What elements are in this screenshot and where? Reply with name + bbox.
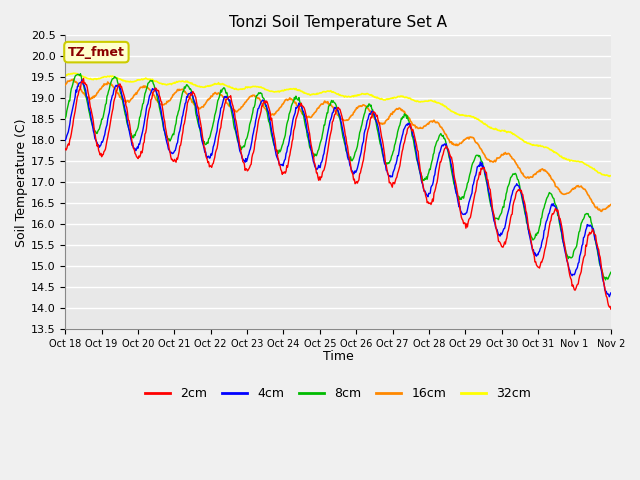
- 8cm: [421, 176, 429, 181]
- 32cm: [605, 174, 613, 180]
- 8cm: [184, 82, 191, 88]
- 16cm: [184, 92, 191, 97]
- Text: TZ_fmet: TZ_fmet: [68, 46, 125, 59]
- 4cm: [61, 137, 69, 143]
- 2cm: [128, 139, 136, 145]
- 2cm: [405, 124, 413, 130]
- 4cm: [607, 290, 614, 296]
- 8cm: [212, 107, 220, 113]
- 4cm: [128, 143, 136, 148]
- Line: 2cm: 2cm: [65, 79, 611, 309]
- Line: 32cm: 32cm: [65, 73, 611, 177]
- 8cm: [607, 269, 614, 275]
- 4cm: [212, 131, 220, 137]
- 8cm: [71, 73, 79, 79]
- 16cm: [128, 96, 136, 101]
- 32cm: [70, 71, 77, 76]
- 2cm: [71, 108, 79, 114]
- 16cm: [72, 79, 80, 84]
- 4cm: [184, 94, 191, 100]
- 32cm: [61, 72, 69, 78]
- Legend: 2cm, 4cm, 8cm, 16cm, 32cm: 2cm, 4cm, 8cm, 16cm, 32cm: [140, 383, 536, 406]
- X-axis label: Time: Time: [323, 350, 353, 363]
- 32cm: [212, 82, 220, 87]
- 2cm: [184, 100, 191, 106]
- Title: Tonzi Soil Temperature Set A: Tonzi Soil Temperature Set A: [229, 15, 447, 30]
- 4cm: [421, 188, 429, 194]
- Line: 16cm: 16cm: [65, 79, 611, 211]
- Line: 8cm: 8cm: [65, 74, 611, 280]
- 16cm: [421, 123, 429, 129]
- 4cm: [605, 294, 613, 300]
- Y-axis label: Soil Temperature (C): Soil Temperature (C): [15, 118, 28, 247]
- 8cm: [602, 277, 609, 283]
- 8cm: [405, 119, 413, 124]
- 16cm: [598, 208, 605, 214]
- 2cm: [61, 146, 69, 152]
- 32cm: [184, 78, 191, 84]
- 2cm: [79, 76, 87, 82]
- 16cm: [212, 91, 220, 96]
- 4cm: [71, 94, 79, 100]
- 8cm: [77, 71, 84, 77]
- 8cm: [61, 115, 69, 121]
- 8cm: [128, 135, 136, 141]
- 2cm: [421, 189, 429, 195]
- 16cm: [70, 76, 77, 82]
- 32cm: [421, 98, 429, 104]
- 4cm: [405, 122, 413, 128]
- 32cm: [405, 96, 413, 101]
- 2cm: [607, 306, 614, 312]
- Line: 4cm: 4cm: [65, 80, 611, 297]
- 16cm: [607, 202, 614, 207]
- 16cm: [405, 115, 413, 120]
- 32cm: [72, 71, 80, 76]
- 2cm: [212, 147, 220, 153]
- 32cm: [128, 79, 136, 85]
- 16cm: [61, 82, 69, 88]
- 4cm: [78, 77, 86, 83]
- 32cm: [607, 173, 614, 179]
